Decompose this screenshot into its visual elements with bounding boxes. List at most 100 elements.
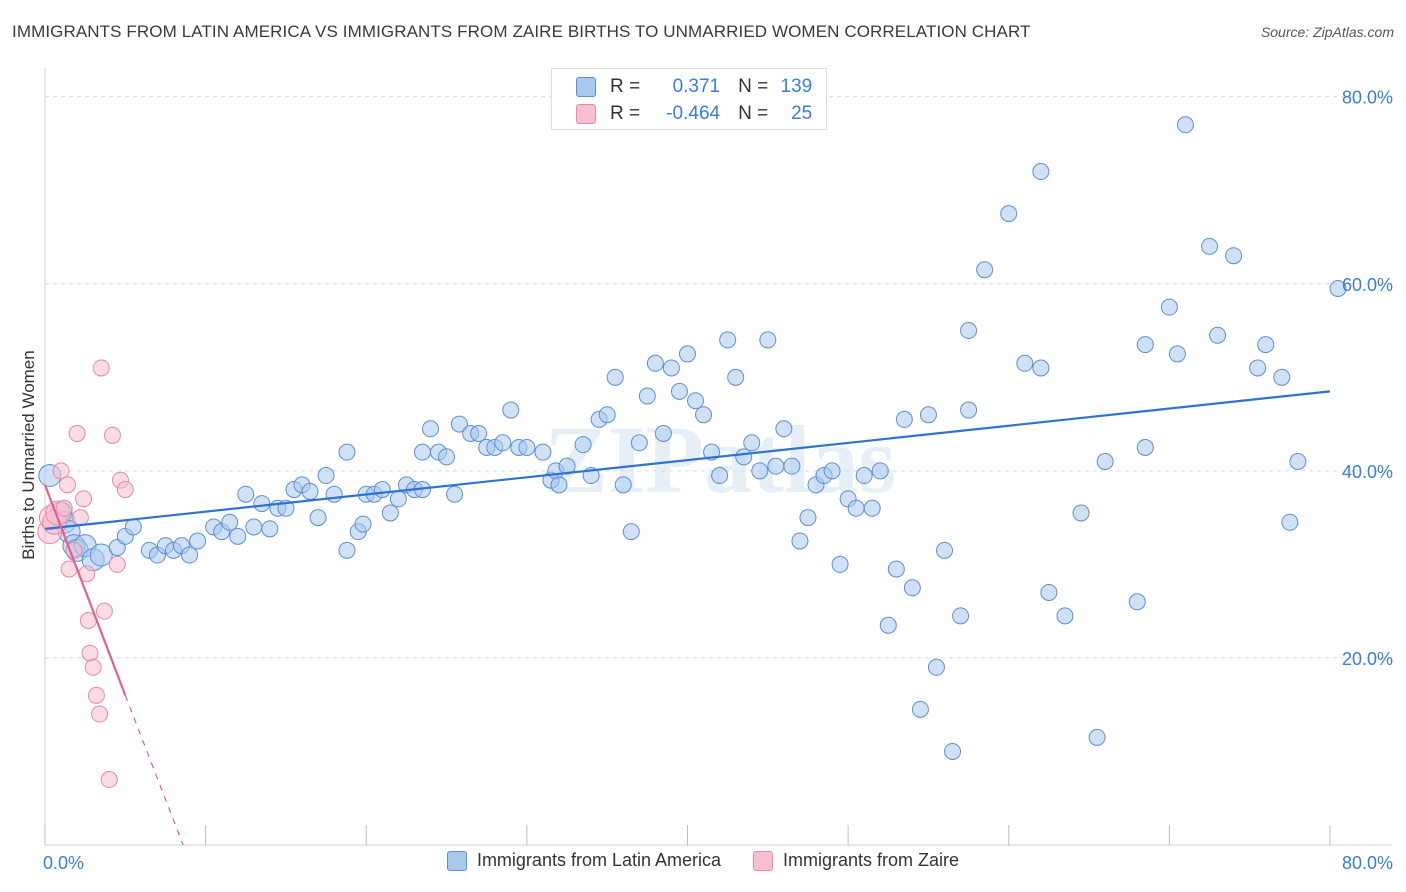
legend-swatch-blue [576, 77, 596, 97]
series-legend: Immigrants from Latin America Immigrants… [0, 850, 1406, 871]
point-latin-america [823, 462, 841, 480]
trend-line-latin-america [44, 390, 1331, 530]
point-latin-america [550, 476, 568, 494]
point-latin-america [936, 541, 953, 559]
tick-labels: 20.0% 40.0% 60.0% 80.0% 0.0% 80.0% [43, 88, 1393, 873]
point-latin-america [622, 523, 640, 541]
legend-item-zaire[interactable]: Immigrants from Zaire [753, 850, 959, 871]
point-latin-america [1176, 116, 1194, 134]
point-latin-america [638, 387, 656, 405]
point-zaire [71, 509, 89, 527]
legend-item-latin-america[interactable]: Immigrants from Latin America [446, 850, 721, 871]
point-latin-america [743, 434, 761, 452]
point-latin-america [759, 331, 777, 349]
point-latin-america [903, 579, 921, 597]
point-latin-america [413, 443, 431, 461]
point-zaire [68, 424, 86, 442]
point-zaire [100, 771, 118, 789]
x-tick-label: 0.0% [43, 853, 84, 873]
legend-row-latin-america: R = 0.371 N = 139 [576, 74, 812, 100]
point-zaire [116, 481, 134, 499]
axes [44, 68, 1392, 846]
y-tick-label: 20.0% [1342, 649, 1393, 669]
point-latin-america [450, 415, 468, 433]
legend-r-value: 0.371 [672, 76, 721, 97]
point-latin-america [727, 368, 745, 386]
point-zaire [92, 359, 110, 377]
legend-swatch-pink [753, 850, 774, 871]
point-latin-america [695, 406, 713, 424]
point-latin-america [855, 467, 873, 485]
point-latin-america [679, 345, 696, 363]
point-zaire [75, 490, 93, 508]
point-latin-america [887, 560, 905, 578]
point-latin-america [502, 401, 520, 419]
trend-line-zaire [43, 484, 127, 696]
point-zaire [108, 555, 126, 573]
point-latin-america [317, 467, 335, 485]
point-latin-america [670, 382, 688, 400]
point-latin-america [662, 359, 680, 377]
point-latin-america [735, 448, 753, 466]
point-latin-america [646, 354, 664, 372]
point-zaire [91, 705, 109, 723]
point-latin-america [1056, 607, 1074, 625]
point-zaire [95, 602, 113, 620]
trend-line-extension [124, 695, 184, 846]
point-latin-america [831, 555, 849, 573]
point-latin-america [751, 462, 769, 480]
point-latin-america [687, 392, 705, 410]
point-latin-america [767, 457, 785, 475]
point-latin-america [871, 462, 889, 480]
chart-title: IMMIGRANTS FROM LATIN AMERICA VS IMMIGRA… [12, 22, 1031, 41]
y-axis-label: Births to Unmarried Women [19, 350, 38, 559]
point-latin-america [338, 541, 356, 559]
point-latin-america [630, 434, 648, 452]
point-latin-america [229, 527, 247, 545]
correlation-legend: R = 0.371 N = 139 R = -0.464 N = 25 [551, 68, 827, 130]
legend-swatch-blue [446, 850, 467, 871]
point-latin-america [960, 322, 978, 340]
point-latin-america [422, 420, 439, 438]
point-latin-america [245, 518, 263, 536]
point-zaire [84, 658, 102, 676]
point-latin-america [1201, 237, 1219, 255]
y-tick-label: 60.0% [1342, 275, 1393, 295]
point-latin-america [598, 406, 616, 424]
point-latin-america [1072, 504, 1090, 522]
point-latin-america [237, 485, 255, 503]
point-latin-america [470, 424, 488, 442]
point-zaire [52, 462, 70, 480]
point-latin-america [309, 509, 327, 527]
point-latin-america [1289, 453, 1307, 470]
point-latin-america [606, 368, 624, 386]
point-latin-america [221, 513, 239, 531]
point-latin-america [863, 499, 881, 517]
point-latin-america [711, 467, 729, 485]
point-latin-america [338, 443, 356, 461]
legend-row-zaire: R = -0.464 N = 25 [576, 101, 812, 127]
point-latin-america [919, 406, 937, 424]
point-latin-america [960, 401, 978, 419]
point-latin-america [952, 607, 970, 625]
point-latin-america [261, 520, 279, 538]
point-latin-america [927, 658, 945, 676]
point-latin-america [654, 424, 672, 442]
point-latin-america [534, 443, 552, 461]
point-latin-america [1040, 583, 1058, 601]
point-latin-america [189, 532, 207, 550]
point-latin-america [976, 261, 994, 279]
point-latin-america [719, 331, 737, 349]
point-latin-america [1000, 205, 1018, 223]
series-zaire-points [37, 359, 134, 789]
legend-n-label: N = [738, 103, 769, 124]
legend-r-label: R = [610, 103, 641, 124]
point-latin-america [89, 543, 113, 567]
point-latin-america [494, 434, 512, 452]
point-latin-america [614, 476, 632, 494]
point-zaire [58, 476, 76, 494]
point-latin-america [518, 438, 536, 456]
x-tick-label: 80.0% [1342, 853, 1393, 873]
point-latin-america [438, 448, 456, 466]
